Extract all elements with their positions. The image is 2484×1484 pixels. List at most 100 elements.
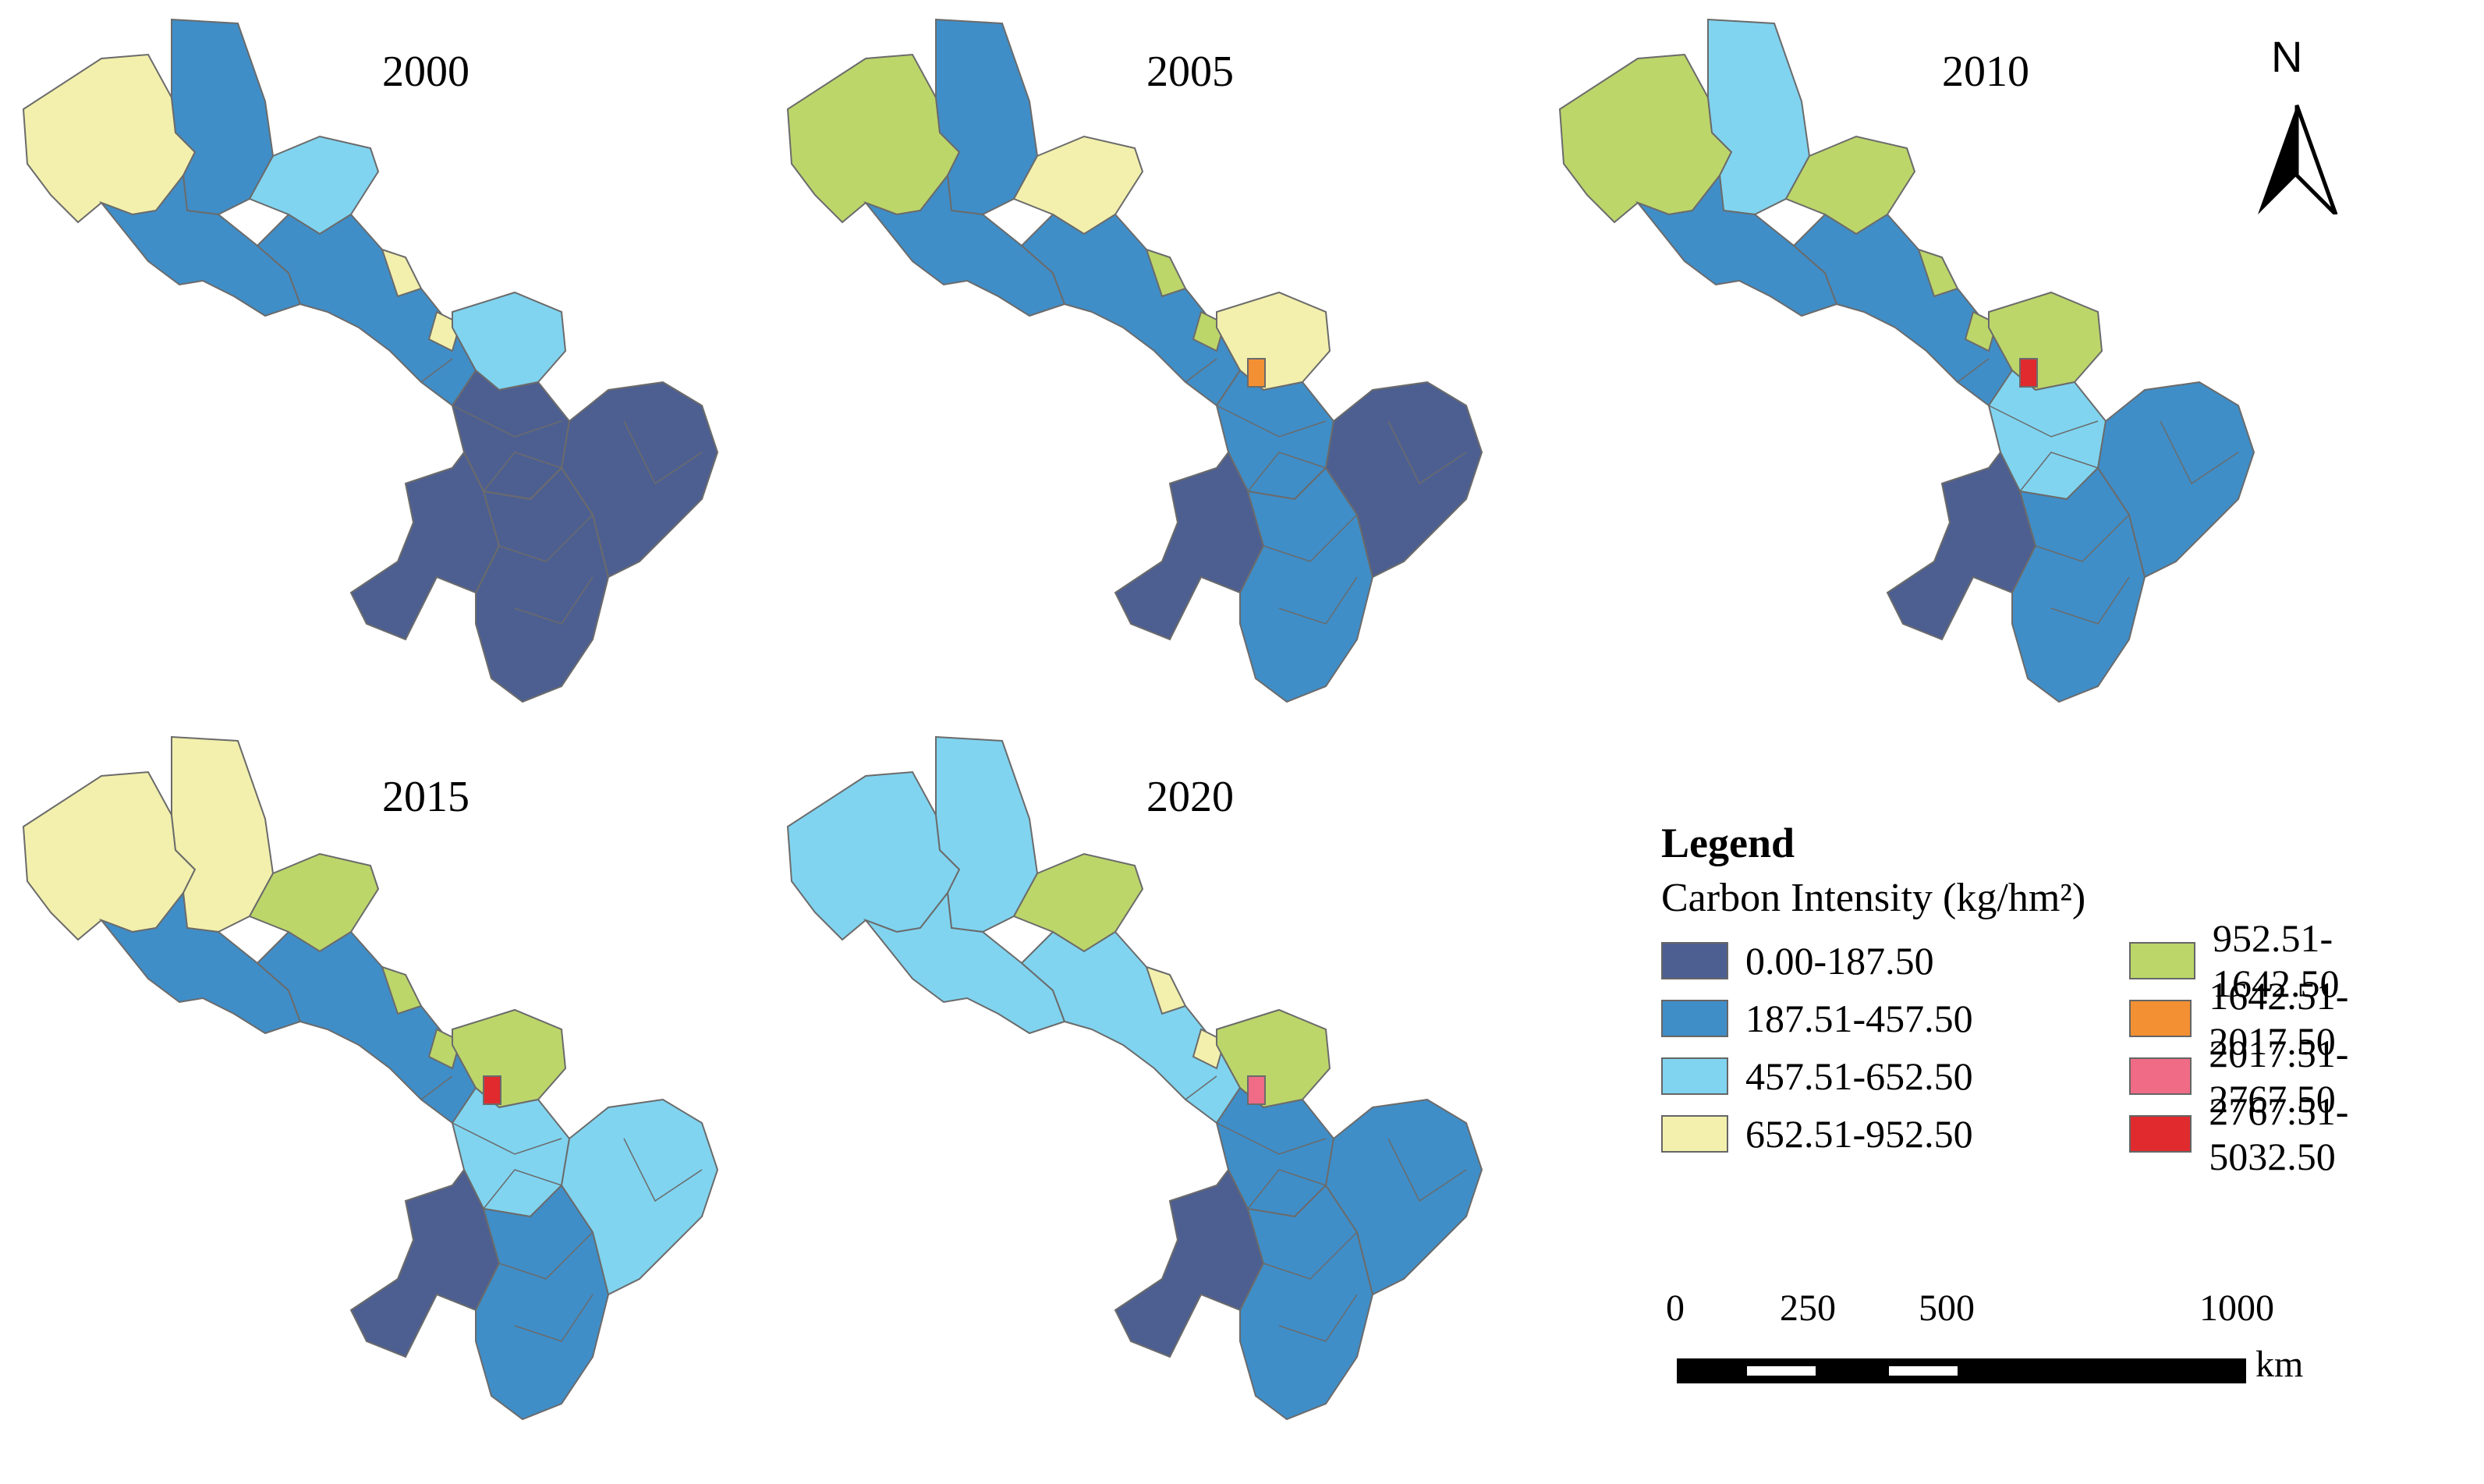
legend-label: 2017.51-2767.50 (2209, 1032, 2349, 1121)
region-hotspot (1247, 1075, 1266, 1105)
legend-label: 2767.51-5032.50 (2209, 1089, 2349, 1178)
region-southwest (349, 1168, 501, 1358)
region-east (560, 381, 719, 579)
county-boundary (2019, 452, 2099, 492)
county-boundary (1278, 576, 1358, 625)
county-boundary (1185, 358, 1217, 383)
county-boundary (1185, 1075, 1217, 1100)
legend-swatch (1661, 942, 1728, 979)
year-label-2005: 2005 (1146, 48, 1234, 96)
county-boundary (1263, 514, 1358, 562)
region-east (2096, 381, 2255, 579)
county-boundary (452, 1122, 562, 1155)
region-east (1324, 381, 1483, 579)
county-boundary (1957, 358, 1990, 383)
county-boundary (1216, 1122, 1327, 1155)
region-corridor (1020, 930, 1242, 1125)
map-2005 (786, 18, 1483, 703)
legend-item: 952.51-1642.50 (2129, 916, 2457, 1005)
county-boundary (2035, 514, 2130, 562)
county-boundary (2050, 576, 2130, 625)
region-corridor (256, 213, 477, 407)
county-boundary (452, 405, 562, 437)
year-label-2015: 2015 (382, 773, 470, 821)
county-boundary (1387, 420, 1467, 485)
region-corridor (1792, 213, 2014, 407)
scale-tick-label: 0 (1666, 1287, 1685, 1329)
legend-item: 1642.51-2017.50 (2129, 974, 2457, 1063)
region-southwest (1886, 451, 2037, 641)
year-label-2000: 2000 (382, 48, 470, 96)
legend-item: 0.00-187.50 (1661, 938, 2129, 983)
map-2015 (22, 735, 719, 1421)
legend-grid: 0.00-187.50 952.51-1642.50 187.51-457.50… (1661, 916, 2472, 1178)
map-2010 (1558, 18, 2255, 703)
legend-label: 952.51-1642.50 (2213, 916, 2340, 1005)
county-boundary (1988, 405, 2099, 437)
legend-swatch (1661, 1000, 1728, 1037)
year-label-2020: 2020 (1146, 773, 1234, 821)
scale-bar-segment (1889, 1366, 1958, 1376)
region-east (1324, 1098, 1483, 1296)
county-boundary (623, 1138, 703, 1202)
legend-swatch (2129, 1115, 2192, 1153)
legend-item: 2017.51-2767.50 (2129, 1032, 2457, 1121)
map-panel-2010: 2010 (1552, 16, 2363, 764)
legend-swatch (1661, 1115, 1728, 1153)
legend-item: 457.51-652.50 (1661, 1054, 2129, 1099)
legend-heading: Legend (1661, 820, 1795, 866)
north-arrow-letter: N (2271, 32, 2303, 81)
region-corridor (256, 930, 477, 1125)
region-corridor (1020, 213, 1242, 407)
scale-unit: km (2255, 1344, 2304, 1385)
legend-label: 187.51-457.50 (1745, 997, 1973, 1040)
county-boundary (1263, 1231, 1358, 1280)
scale-bar-segment (1747, 1366, 1816, 1376)
map-panel-2015: 2015 (16, 733, 827, 1482)
scale-tick-label: 500 (1919, 1287, 1975, 1329)
region-east (560, 1098, 719, 1296)
legend-subtitle: Carbon Intensity (kg/hm²) (1661, 876, 2086, 920)
map-2020 (786, 735, 1483, 1421)
county-boundary (514, 576, 594, 625)
map-panel-2020: 2020 (780, 733, 1591, 1482)
county-boundary (483, 452, 562, 492)
county-boundary (514, 1294, 594, 1342)
legend-item: 652.51-952.50 (1661, 1111, 2129, 1156)
county-boundary (2160, 420, 2239, 485)
county-boundary (483, 1169, 562, 1210)
region-southwest (1114, 451, 1265, 641)
legend-label: 0.00-187.50 (1745, 939, 1934, 983)
north-arrow-icon (2258, 104, 2338, 214)
legend-swatch (2129, 942, 2196, 979)
county-boundary (420, 1075, 453, 1100)
region-southwest (1114, 1168, 1265, 1358)
region-hotspot (1247, 358, 1266, 388)
map-panel-2000: 2000 (16, 16, 827, 764)
region-hotspot (483, 1075, 501, 1105)
county-boundary (1216, 405, 1327, 437)
legend-swatch (1661, 1057, 1728, 1095)
region-hotspot (2019, 358, 2038, 388)
scale-bar: 0 250 500 1000 km (1661, 1287, 2379, 1396)
county-boundary (1247, 1169, 1327, 1210)
map-panel-2005: 2005 (780, 16, 1591, 764)
legend-item: 187.51-457.50 (1661, 996, 2129, 1041)
legend-label: 652.51-952.50 (1745, 1112, 1973, 1156)
region-southwest (349, 451, 501, 641)
legend: Legend Carbon Intensity (kg/hm²) 0.00-18… (1661, 819, 2472, 1178)
scale-tick-label: 1000 (2199, 1287, 2274, 1329)
scale-tick-label: 250 (1780, 1287, 1836, 1329)
county-boundary (498, 514, 594, 562)
legend-swatch (2129, 1000, 2192, 1037)
county-boundary (1387, 1138, 1467, 1202)
year-label-2010: 2010 (1942, 48, 2029, 96)
county-boundary (623, 420, 703, 485)
county-boundary (1278, 1294, 1358, 1342)
map-2000 (22, 18, 719, 703)
county-boundary (420, 358, 453, 383)
legend-label: 457.51-652.50 (1745, 1054, 1973, 1098)
legend-label: 1642.51-2017.50 (2209, 974, 2349, 1063)
legend-item: 2767.51-5032.50 (2129, 1089, 2457, 1178)
county-boundary (498, 1231, 594, 1280)
